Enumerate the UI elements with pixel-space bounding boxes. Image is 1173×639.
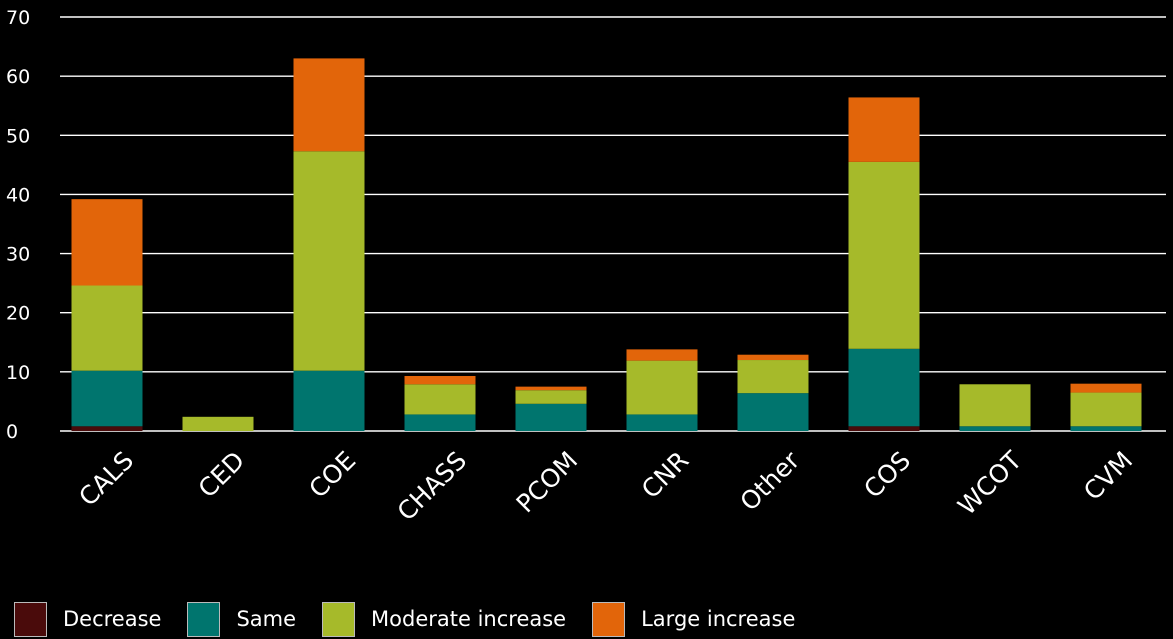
legend-item: Decrease [14, 601, 162, 637]
bar-segment [404, 414, 476, 431]
bar-segment [848, 426, 920, 431]
bar-segment [1070, 383, 1142, 393]
bar-segment [848, 97, 920, 162]
legend: Decrease Same Moderate increase Large incre… [14, 600, 821, 638]
bar-segment [1070, 426, 1142, 431]
legend-item: Large increase [592, 601, 796, 637]
bar-segment [515, 386, 587, 391]
y-tick-label: 0 [6, 421, 18, 443]
bar-segment [626, 414, 698, 431]
y-tick-label: 10 [6, 362, 30, 384]
y-tick-label: 30 [6, 244, 30, 266]
legend-swatch [322, 601, 356, 637]
bar-segment [848, 348, 920, 427]
bar-segment [71, 285, 143, 371]
legend-item: Moderate increase [322, 601, 567, 637]
bar-segment [71, 370, 143, 427]
bar-segment [1070, 392, 1142, 427]
y-axis-ticks: 0 10 20 30 40 50 60 70 [6, 7, 30, 443]
y-tick-label: 20 [6, 303, 30, 325]
legend-label: Large increase [641, 607, 796, 631]
x-tick-label: CHASS [392, 446, 473, 527]
bar-segment [71, 199, 143, 286]
legend-swatch [592, 601, 626, 637]
y-tick-label: 60 [6, 66, 30, 88]
legend-swatch [14, 601, 47, 637]
legend-label: Decrease [63, 607, 162, 631]
bar-segment [515, 390, 587, 404]
bar-segment [293, 58, 365, 152]
grid-lines [60, 16, 1166, 432]
bar-segment [626, 360, 698, 415]
x-tick-label: WCOT [952, 445, 1028, 521]
x-tick-label: CED [193, 446, 251, 504]
bar-segment [404, 375, 476, 385]
legend-label: Moderate increase [371, 607, 567, 631]
bars [71, 58, 1142, 431]
x-tick-label: CVM [1078, 446, 1138, 506]
x-axis-ticks: CALS CED COE CHASS PCOM CNR Other COS WCOT CVM [73, 445, 1138, 526]
legend-swatch [187, 601, 221, 637]
bar-segment [959, 426, 1031, 431]
bar-segment [848, 161, 920, 349]
bar-segment [182, 416, 254, 431]
x-tick-label: COE [303, 446, 361, 504]
x-tick-label: COS [858, 446, 916, 504]
bar-segment [404, 384, 476, 415]
bar-segment [71, 426, 143, 431]
x-tick-label: CALS [73, 446, 139, 512]
x-tick-label: CNR [636, 446, 694, 504]
bar-segment [737, 354, 809, 361]
bar-segment [737, 393, 809, 431]
y-tick-label: 40 [6, 184, 30, 206]
bar-segment [293, 370, 365, 431]
bar-segment [293, 151, 365, 371]
x-tick-label: Other [735, 445, 806, 516]
y-tick-label: 50 [6, 125, 30, 147]
bar-segment [515, 403, 587, 431]
bar-segment [737, 360, 809, 394]
bar-segment [959, 384, 1031, 427]
bar-segment [626, 349, 698, 361]
legend-item: Same [187, 601, 297, 637]
stacked-bar-chart: 0 10 20 30 40 50 60 70 CALS CED COE CHASS PCOM CNR Ot… [6, 7, 1166, 526]
y-tick-label: 70 [6, 7, 30, 29]
legend-label: Same [236, 607, 297, 631]
x-tick-label: PCOM [511, 446, 584, 519]
